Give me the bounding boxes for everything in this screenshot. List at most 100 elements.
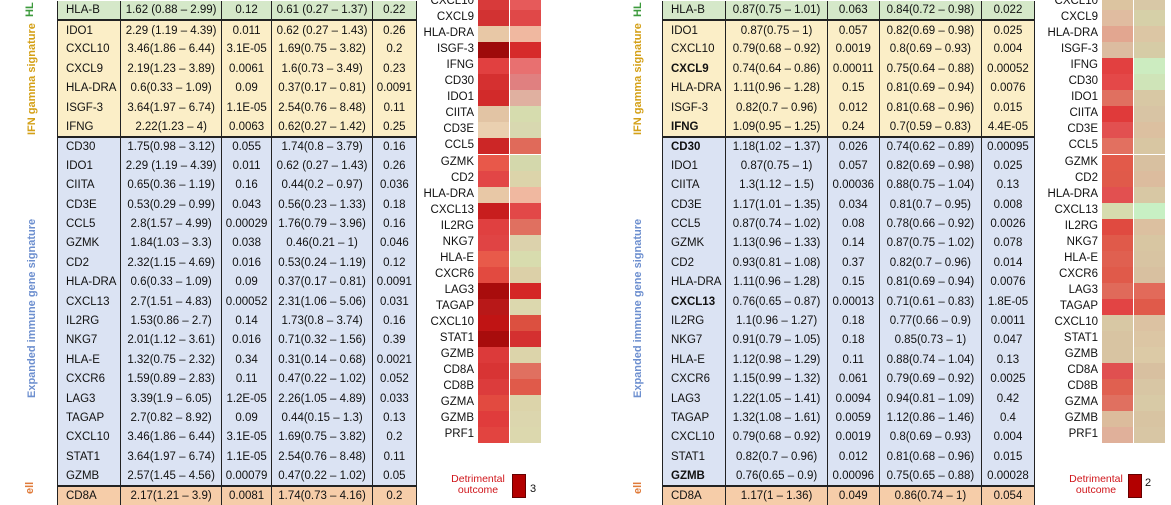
heatmap-gene-label: CD30 (444, 75, 474, 88)
p-value-cell-1: 0.00079 (220, 466, 273, 486)
heatmap-cell (478, 363, 509, 380)
table-row: GZMB 0.76(0.65 – 0.9) 0.00096 0.75(0.65 – 0… (661, 466, 1036, 486)
table-row: GZMB 2.57(1.45 – 4.56) 0.00079 0.47(0.22 – … (56, 466, 418, 486)
heatmap-cell (510, 0, 541, 10)
gene-cell: CD8A (661, 484, 727, 505)
p-value-cell-2: 0.42 (980, 388, 1036, 409)
heatmap-gene-label: HLA-DRA (423, 187, 474, 200)
heatmap-cell (510, 250, 541, 267)
hr-ci-cell-2: 0.81(0.68 – 0.96) (878, 446, 982, 467)
hr-ci-cell-1: 0.82(0.7 – 0.96) (725, 446, 828, 467)
hr-ci-cell-2: 0.75(0.64 – 0.88) (878, 59, 982, 79)
p-value-cell-1: 0.09 (220, 408, 273, 428)
heatmap-cell (1102, 122, 1133, 139)
heatmap-cell (510, 379, 541, 396)
hr-ci-cell-2: 0.94(0.81 – 1.09) (878, 388, 982, 409)
hr-ci-cell-2: 0.81(0.69 – 0.94) (878, 78, 982, 98)
heatmap-cell (510, 234, 541, 251)
heatmap-gene-label: CD8A (443, 364, 474, 377)
heatmap-row: GZMB (1038, 411, 1168, 430)
heatmap-cell (1102, 74, 1133, 91)
gene-cell: CD2 (661, 253, 727, 273)
heatmap-row: IL2RG (422, 218, 544, 238)
table-row: HLA-B 0.87(0.75 – 1.01) 0.063 0.84(0.72 – 0… (661, 1, 1036, 21)
hr-ci-cell-2: 0.46(0.21 – 1) (271, 233, 373, 254)
hr-ci-cell-1: 1.22(1.05 – 1.41) (725, 388, 828, 409)
heatmap-gene-label: CIITA (1069, 107, 1098, 120)
hr-ci-cell-2: 1.76(0.79 – 3.96) (271, 214, 373, 234)
p-value-cell-1: 0.0061 (220, 59, 273, 79)
hr-ci-cell-2: 0.81(0.69 – 0.94) (878, 272, 982, 292)
right-heatmap: CXCL10 CXCL9 HLA-DRA ISGF-3 IFNG CD30 IDO1 CIIT… (1038, 0, 1168, 455)
table-row: IFNG 1.09(0.95 – 1.25) 0.24 0.7(0.59 – 0.83… (661, 117, 1036, 137)
heatmap-gene-label: HLA-DRA (1047, 187, 1098, 200)
heatmap-cell (1134, 0, 1165, 10)
hr-ci-cell-2: 0.85(0.73 – 1) (878, 330, 982, 351)
heatmap-row: CIITA (1038, 106, 1168, 125)
p-value-cell-1: 0.37 (826, 253, 880, 273)
p-value-cell-2: 0.4 (980, 408, 1036, 428)
heatmap-gene-label: CXCR6 (1059, 267, 1098, 280)
p-value-cell-2: 0.26 (371, 19, 418, 40)
immune-signature-label: Expanded immune gene signature (26, 218, 38, 398)
p-value-cell-1: 0.0019 (826, 39, 880, 60)
gene-cell: CIITA (56, 175, 122, 195)
gene-cell: IDO1 (661, 156, 727, 176)
hr-ci-cell-2: 0.47(0.22 – 1.02) (271, 369, 373, 389)
heatmap-row: CXCL13 (1038, 202, 1168, 222)
heatmap-cell (510, 298, 541, 315)
p-value-cell-1: 0.0059 (826, 408, 880, 428)
hr-ci-cell-1: 1.17(1.01 – 1.35) (725, 194, 828, 215)
hr-ci-cell-2: 0.82(0.69 – 0.98) (878, 19, 982, 40)
heatmap-cell (478, 218, 509, 235)
heatmap-cell (510, 347, 541, 364)
p-value-cell-1: 0.09 (220, 272, 273, 292)
heatmap-cell (478, 298, 509, 315)
p-value-cell-2: 0.05 (371, 466, 418, 486)
heatmap-row: HLA-DRA (422, 26, 544, 45)
p-value-cell-2: 0.0025 (980, 369, 1036, 389)
p-value-cell-2: 0.0091 (371, 272, 418, 292)
p-value-cell-1: 0.049 (826, 484, 880, 505)
table-row: GZMK 1.84(1.03 – 3.3) 0.038 0.46(0.21 – 1) 0… (56, 233, 418, 254)
gene-cell: HLA-B (56, 1, 122, 21)
p-value-cell-1: 0.00036 (826, 175, 880, 195)
hr-ci-cell-2: 0.62(0.27 – 1.42) (271, 117, 373, 137)
heatmap-cell (1134, 395, 1165, 412)
right-legend-swatch (1128, 474, 1142, 498)
p-value-cell-1: 0.11 (826, 350, 880, 370)
heatmap-gene-label: LAG3 (1068, 283, 1098, 296)
heatmap-gene-label: IL2RG (1064, 219, 1098, 232)
gene-cell: STAT1 (56, 446, 122, 467)
heatmap-row: GZMK (422, 154, 544, 174)
gene-cell: GZMK (56, 233, 122, 254)
heatmap-cell (1134, 170, 1165, 187)
p-value-cell-1: 0.0094 (826, 388, 880, 409)
heatmap-cell (478, 315, 509, 331)
heatmap-cell (478, 122, 509, 139)
table-row: CXCL9 0.74(0.64 – 0.86) 0.00011 0.75(0.64 –… (661, 59, 1036, 79)
heatmap-cell (478, 170, 509, 187)
hr-ci-cell-2: 0.44(0.2 – 0.97) (271, 175, 373, 195)
table-row: CD2 2.32(1.15 – 4.69) 0.016 0.53(0.24 – 1.1… (56, 253, 418, 273)
hr-ci-cell-2: 0.81(0.7 – 0.95) (878, 194, 982, 215)
heatmap-gene-label: IL2RG (440, 219, 474, 232)
gene-cell: CXCL13 (661, 291, 727, 312)
heatmap-cell (510, 90, 541, 107)
heatmap-gene-label: CXCL10 (430, 0, 474, 7)
gene-cell: CXCL10 (661, 427, 727, 447)
p-value-cell-1: 0.0019 (826, 427, 880, 447)
p-value-cell-2: 0.16 (371, 135, 418, 157)
heatmap-cell (510, 395, 541, 412)
hr-ci-cell-1: 0.6(0.33 – 1.09) (120, 272, 222, 292)
hr-ci-cell-1: 1.13(0.96 – 1.33) (725, 233, 828, 254)
heatmap-cell (1134, 298, 1165, 315)
hr-ci-cell-2: 1.12(0.86 – 1.46) (878, 408, 982, 428)
heatmap-gene-label: IFNG (446, 59, 474, 72)
heatmap-gene-label: CXCL10 (1054, 316, 1098, 328)
p-value-cell-2: 4.4E-05 (980, 117, 1036, 137)
tcell-signature-label: ell (632, 481, 644, 495)
table-row: IDO1 0.87(0.75 – 1) 0.057 0.82(0.69 – 0.98)… (661, 19, 1036, 40)
heatmap-gene-label: HLA-E (440, 251, 474, 264)
heatmap-cell (478, 74, 509, 91)
